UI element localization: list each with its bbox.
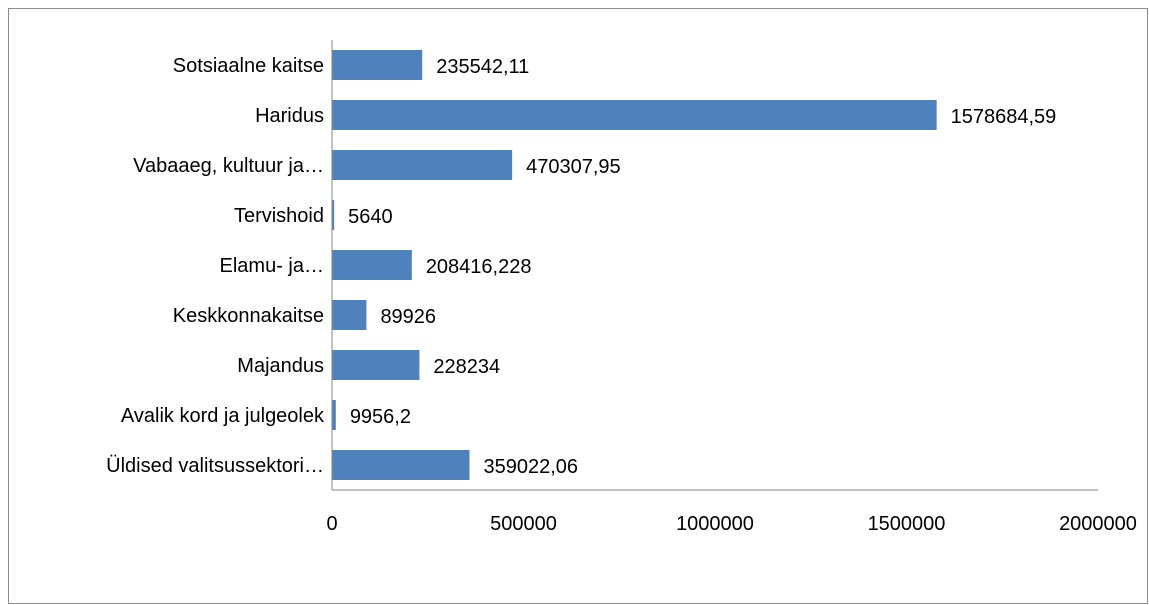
data-label: 359022,06: [484, 456, 579, 478]
category-label: Tervishoid: [234, 205, 324, 227]
category-label: Elamu- ja…: [220, 255, 324, 277]
category-label: Haridus: [255, 105, 324, 127]
bar: [332, 200, 335, 230]
x-tick-label: 2000000: [1059, 513, 1137, 535]
category-label: Majandus: [237, 355, 324, 377]
data-label: 1578684,59: [951, 106, 1057, 128]
bar: [332, 300, 367, 330]
bar: [332, 350, 420, 380]
category-label: Avalik kord ja julgeolek: [121, 405, 325, 427]
data-label: 470307,95: [526, 156, 621, 178]
bar: [332, 100, 937, 130]
data-label: 5640: [348, 206, 393, 228]
bar: [332, 150, 513, 180]
x-tick-label: 1000000: [676, 513, 754, 535]
bar: [332, 50, 423, 80]
bar: [332, 400, 336, 430]
category-label: Sotsiaalne kaitse: [173, 55, 324, 77]
category-label: Üldised valitsussektori…: [106, 455, 324, 477]
category-label: Keskkonnakaitse: [173, 305, 324, 327]
data-label: 235542,11: [436, 56, 529, 78]
category-label: Vabaaeg, kultuur ja…: [133, 155, 324, 177]
x-tick-label: 0: [326, 513, 337, 535]
data-label: 89926: [380, 306, 436, 328]
bar: [332, 450, 470, 480]
bar: [332, 250, 412, 280]
data-label: 228234: [433, 356, 500, 378]
data-label: 9956,2: [350, 406, 411, 428]
x-tick-label: 500000: [490, 513, 557, 535]
data-label: 208416,228: [426, 256, 532, 278]
x-tick-label: 1500000: [868, 513, 946, 535]
